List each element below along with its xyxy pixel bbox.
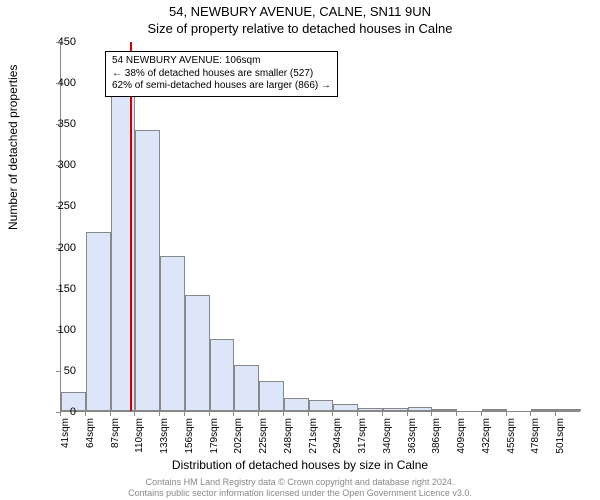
y-tick [56,330,60,331]
bar [309,400,334,412]
bar [556,409,581,411]
x-tick [481,412,482,416]
y-tick-label: 450 [46,36,76,48]
chart-subtitle: Size of property relative to detached ho… [0,21,600,36]
x-tick [184,412,185,416]
x-tick [456,412,457,416]
x-tick [332,412,333,416]
footer-line-2: Contains public sector information licen… [0,488,600,498]
y-tick [56,289,60,290]
x-tick-label: 156sqm [184,418,195,468]
bar [408,407,433,411]
annotation-line: 62% of semi-detached houses are larger (… [112,80,331,93]
x-tick-label: 478sqm [530,418,541,468]
x-tick-label: 294sqm [332,418,343,468]
x-tick [233,412,234,416]
x-tick-label: 41sqm [60,418,71,468]
y-tick [56,165,60,166]
y-tick-label: 350 [46,118,76,130]
x-tick-label: 455sqm [506,418,517,468]
y-tick [56,248,60,249]
x-tick-label: 271sqm [308,418,319,468]
x-tick-label: 179sqm [209,418,220,468]
bar [135,130,160,411]
y-tick-label: 400 [46,77,76,89]
x-tick [209,412,210,416]
plot-area: 54 NEWBURY AVENUE: 106sqm← 38% of detach… [60,42,580,412]
x-tick-label: 133sqm [159,418,170,468]
x-tick-label: 110sqm [134,418,145,468]
x-tick [407,412,408,416]
y-axis-label: Number of detached properties [6,65,20,230]
x-tick-label: 409sqm [456,418,467,468]
x-tick [134,412,135,416]
bar [210,339,235,411]
x-tick [530,412,531,416]
x-tick [308,412,309,416]
bar [185,295,210,411]
bar [234,365,259,411]
x-tick [159,412,160,416]
y-tick-label: 100 [46,324,76,336]
bar [432,409,457,411]
bar [531,409,556,411]
x-tick [85,412,86,416]
x-tick-label: 248sqm [283,418,294,468]
y-tick-label: 200 [46,242,76,254]
x-tick [258,412,259,416]
y-tick [56,371,60,372]
x-tick-label: 340sqm [382,418,393,468]
bar [482,409,507,411]
x-tick-label: 225sqm [258,418,269,468]
x-tick-label: 386sqm [431,418,442,468]
bar [383,408,408,411]
x-tick [357,412,358,416]
bar [259,381,284,411]
chart-title: 54, NEWBURY AVENUE, CALNE, SN11 9UN [0,4,600,19]
y-tick [56,42,60,43]
x-tick-label: 317sqm [357,418,368,468]
footer-credits: Contains HM Land Registry data © Crown c… [0,477,600,498]
y-tick-label: 250 [46,200,76,212]
bar [86,232,111,411]
y-tick-label: 300 [46,159,76,171]
x-tick-label: 501sqm [555,418,566,468]
y-tick [56,206,60,207]
y-tick [56,83,60,84]
annotation-line: ← 38% of detached houses are smaller (52… [112,68,331,81]
y-tick-label: 50 [46,365,76,377]
y-tick-label: 0 [46,406,76,418]
annotation-box: 54 NEWBURY AVENUE: 106sqm← 38% of detach… [105,51,338,97]
x-tick [555,412,556,416]
x-tick [60,412,61,416]
annotation-line: 54 NEWBURY AVENUE: 106sqm [112,55,331,68]
y-tick [56,124,60,125]
x-tick-label: 202sqm [233,418,244,468]
bar [284,398,309,411]
x-tick-label: 363sqm [407,418,418,468]
x-tick [382,412,383,416]
x-tick [431,412,432,416]
bar [160,256,185,411]
x-tick-label: 87sqm [110,418,121,468]
x-tick-label: 64sqm [85,418,96,468]
x-tick [283,412,284,416]
x-tick [110,412,111,416]
reference-line [130,42,132,411]
bar [333,404,358,411]
x-tick [506,412,507,416]
x-tick-label: 432sqm [481,418,492,468]
y-tick-label: 150 [46,283,76,295]
bar [358,408,383,411]
footer-line-1: Contains HM Land Registry data © Crown c… [0,477,600,487]
